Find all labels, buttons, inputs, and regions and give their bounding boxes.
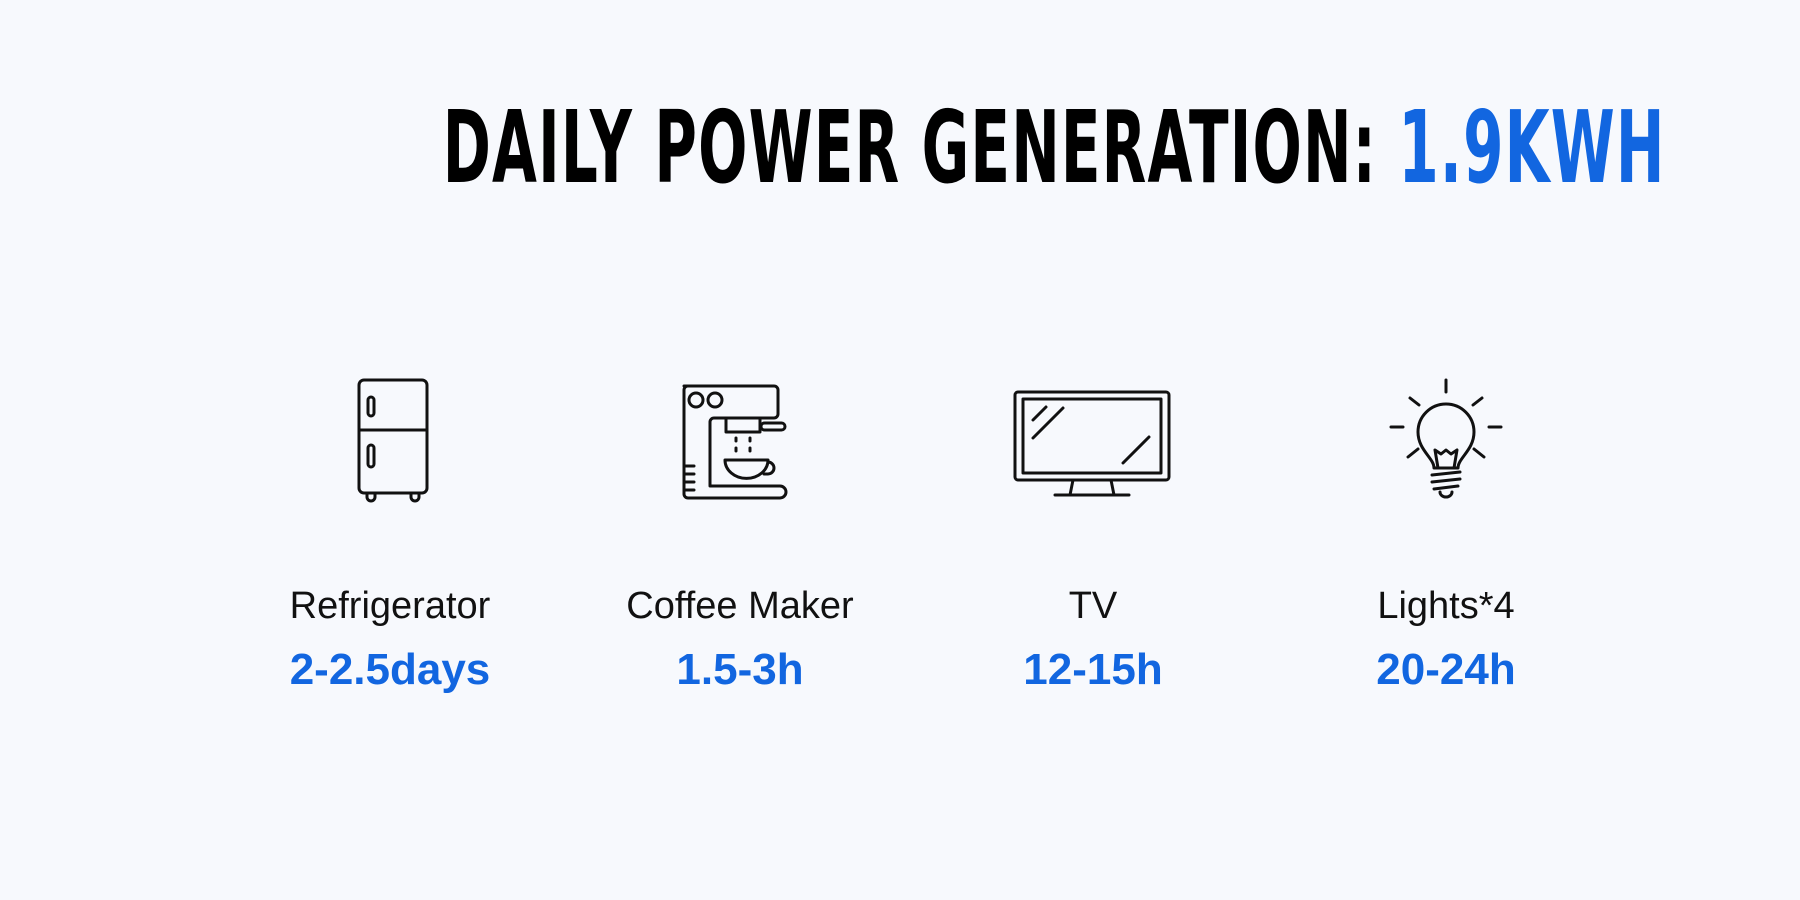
light-bulb-icon (1286, 370, 1606, 510)
appliance-runtime: 2-2.5days (289, 645, 491, 694)
appliance-label: Lights*4 (1377, 585, 1515, 627)
appliance-lights: Lights*4 20-24h (1286, 370, 1606, 694)
appliance-label: Refrigerator (289, 585, 491, 627)
title-prefix: DAILY POWER GENERATION: (442, 89, 1378, 206)
appliance-runtime: 1.5-3h (676, 645, 804, 694)
appliance-refrigerator: Refrigerator 2-2.5days (230, 370, 550, 694)
coffee-maker-icon (580, 370, 900, 510)
appliance-label: TV (1068, 585, 1118, 627)
title-value: 1.9KWH (1398, 89, 1666, 206)
tv-icon (933, 370, 1253, 510)
appliance-runtime: 20-24h (1376, 645, 1516, 694)
appliance-tv: TV 12-15h (933, 370, 1253, 694)
page-title: DAILY POWER GENERATION: 1.9KWH (0, 88, 1800, 208)
appliance-label: Coffee Maker (626, 585, 854, 627)
refrigerator-icon (230, 370, 550, 510)
appliance-runtime: 12-15h (1023, 645, 1163, 694)
appliance-coffee-maker: Coffee Maker 1.5-3h (580, 370, 900, 694)
